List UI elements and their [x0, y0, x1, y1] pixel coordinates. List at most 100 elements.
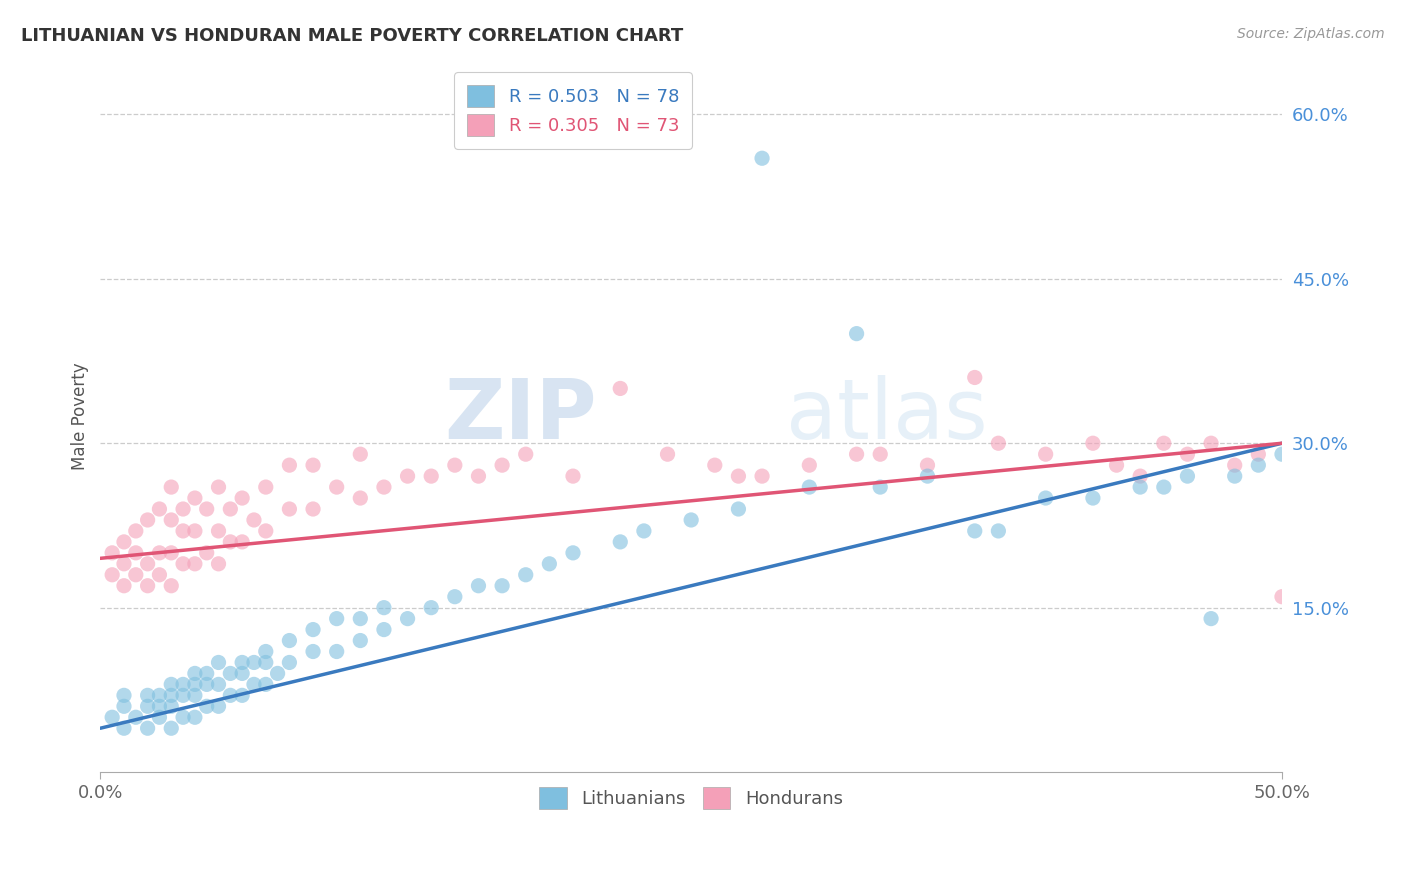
Point: [266, 666, 288, 681]
Point: [349, 633, 371, 648]
Point: [1199, 436, 1222, 450]
Point: [1295, 436, 1317, 450]
Point: [1223, 458, 1246, 472]
Point: [207, 557, 229, 571]
Point: [195, 502, 218, 516]
Point: [207, 699, 229, 714]
Point: [184, 491, 207, 505]
Point: [1153, 436, 1175, 450]
Point: [1129, 469, 1152, 483]
Point: [172, 677, 194, 691]
Point: [184, 677, 207, 691]
Point: [963, 370, 986, 384]
Point: [112, 689, 135, 703]
Point: [101, 710, 124, 724]
Point: [148, 502, 170, 516]
Point: [302, 644, 325, 658]
Point: [396, 612, 419, 626]
Point: [219, 666, 242, 681]
Point: [136, 721, 159, 735]
Point: [136, 557, 159, 571]
Point: [703, 458, 725, 472]
Point: [325, 480, 347, 494]
Point: [101, 567, 124, 582]
Point: [562, 469, 585, 483]
Point: [231, 491, 253, 505]
Point: [184, 524, 207, 538]
Point: [231, 535, 253, 549]
Legend: Lithuanians, Hondurans: Lithuanians, Hondurans: [533, 780, 851, 816]
Point: [349, 447, 371, 461]
Point: [751, 469, 773, 483]
Point: [231, 656, 253, 670]
Point: [160, 721, 183, 735]
Point: [243, 513, 266, 527]
Point: [963, 524, 986, 538]
Point: [148, 689, 170, 703]
Point: [148, 567, 170, 582]
Point: [195, 666, 218, 681]
Point: [148, 546, 170, 560]
Point: [538, 557, 561, 571]
Point: [136, 513, 159, 527]
Point: [125, 567, 148, 582]
Point: [195, 546, 218, 560]
Point: [172, 689, 194, 703]
Point: [243, 677, 266, 691]
Point: [125, 710, 148, 724]
Point: [515, 447, 537, 461]
Point: [160, 699, 183, 714]
Point: [160, 579, 183, 593]
Point: [112, 721, 135, 735]
Point: [219, 535, 242, 549]
Point: [1247, 447, 1270, 461]
Point: [727, 469, 749, 483]
Point: [160, 546, 183, 560]
Point: [172, 710, 194, 724]
Point: [125, 546, 148, 560]
Point: [254, 677, 277, 691]
Point: [302, 623, 325, 637]
Point: [987, 524, 1010, 538]
Point: [101, 546, 124, 560]
Point: [751, 151, 773, 165]
Point: [184, 557, 207, 571]
Point: [254, 480, 277, 494]
Point: [184, 666, 207, 681]
Y-axis label: Male Poverty: Male Poverty: [72, 362, 89, 470]
Point: [799, 480, 821, 494]
Point: [373, 600, 395, 615]
Point: [1271, 590, 1294, 604]
Point: [160, 480, 183, 494]
Point: [562, 546, 585, 560]
Point: [869, 447, 891, 461]
Point: [467, 469, 489, 483]
Point: [396, 469, 419, 483]
Point: [349, 612, 371, 626]
Point: [112, 579, 135, 593]
Point: [207, 480, 229, 494]
Point: [302, 458, 325, 472]
Text: atlas: atlas: [786, 376, 987, 457]
Point: [243, 656, 266, 670]
Point: [136, 699, 159, 714]
Point: [302, 502, 325, 516]
Point: [845, 447, 868, 461]
Point: [219, 502, 242, 516]
Point: [1271, 447, 1294, 461]
Point: [1105, 458, 1128, 472]
Point: [727, 502, 749, 516]
Point: [184, 689, 207, 703]
Point: [1035, 447, 1057, 461]
Point: [148, 710, 170, 724]
Point: [799, 458, 821, 472]
Point: [1153, 480, 1175, 494]
Point: [136, 579, 159, 593]
Point: [1177, 447, 1199, 461]
Point: [254, 656, 277, 670]
Point: [515, 567, 537, 582]
Point: [278, 458, 301, 472]
Point: [1199, 612, 1222, 626]
Point: [254, 644, 277, 658]
Point: [917, 458, 939, 472]
